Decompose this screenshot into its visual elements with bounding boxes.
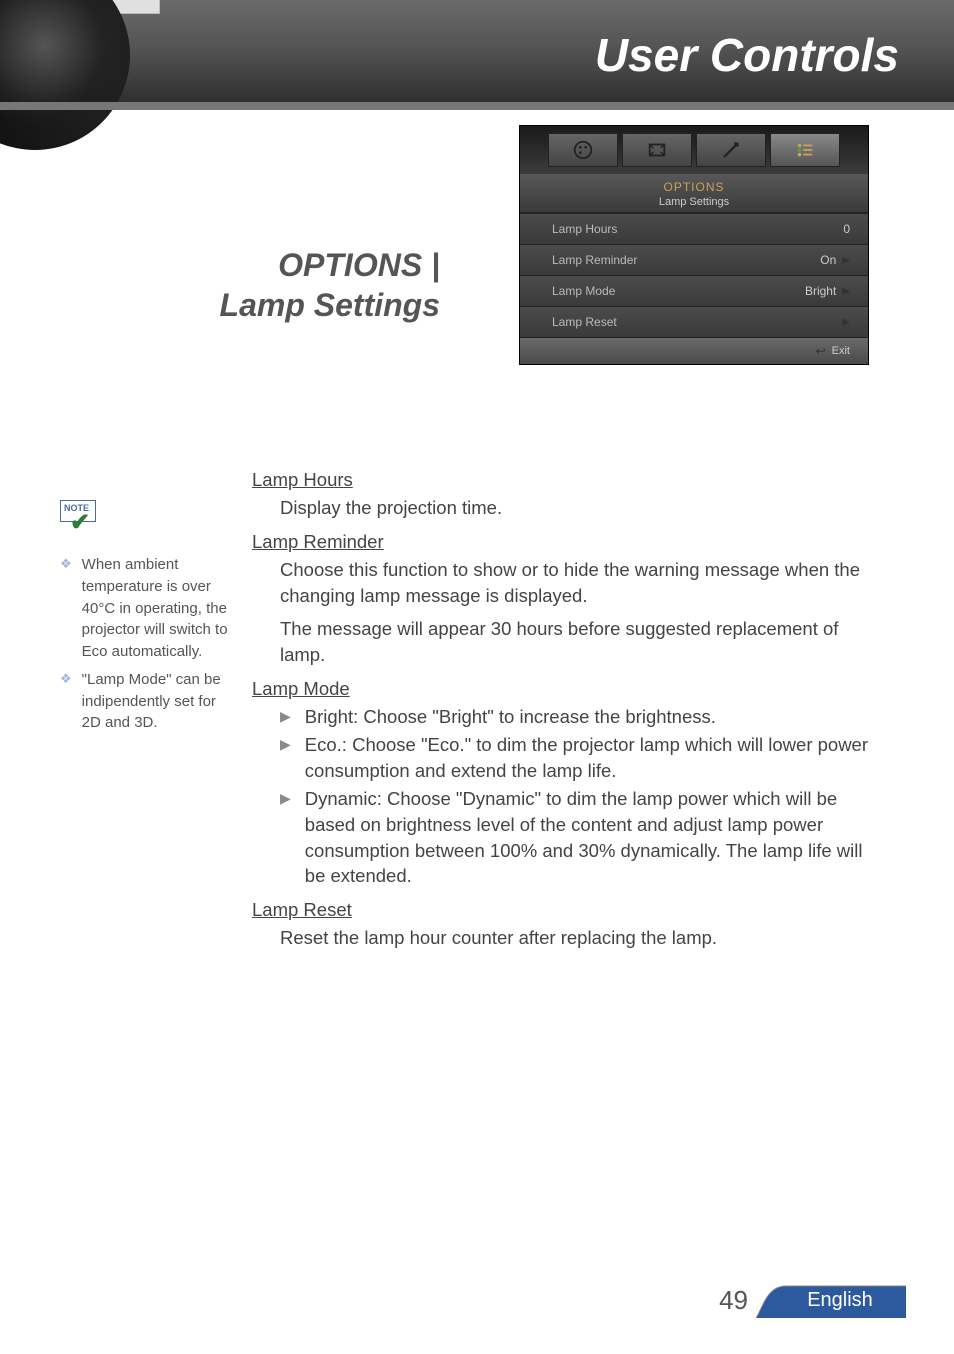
osd-tab-picture[interactable] <box>548 133 618 167</box>
note-badge: NOTE ✔ <box>60 500 100 540</box>
setting-head-lamp-mode: Lamp Mode <box>252 676 872 702</box>
language-tab: English <box>756 1282 906 1318</box>
body-content: Lamp Hours Display the projection time. … <box>252 467 872 959</box>
osd-tab-display[interactable] <box>622 133 692 167</box>
osd-item-label: Lamp Reminder <box>552 253 637 267</box>
osd-title-row: OPTIONS Lamp Settings <box>520 174 868 214</box>
osd-icon-row <box>520 126 868 174</box>
section-title-line1: OPTIONS | <box>60 245 440 285</box>
osd-title-main: OPTIONS <box>520 180 868 194</box>
setting-head-lamp-reminder: Lamp Reminder <box>252 529 872 555</box>
diamond-bullet-icon: ❖ <box>60 669 72 734</box>
tools-icon <box>720 139 742 161</box>
return-icon: ↩ <box>816 344 826 358</box>
osd-item-lamp-reminder[interactable]: Lamp Reminder On ▶ <box>520 245 868 276</box>
list-item: ▶ Dynamic: Choose "Dynamic" to dim the l… <box>280 786 872 890</box>
setting-desc: The message will appear 30 hours before … <box>280 616 872 668</box>
triangle-bullet-icon: ▶ <box>280 704 291 730</box>
section-title-line2: Lamp Settings <box>60 285 440 325</box>
page-number: 49 <box>719 1285 748 1316</box>
osd-item-label: Lamp Hours <box>552 222 617 236</box>
osd-item-lamp-mode[interactable]: Lamp Mode Bright ▶ <box>520 276 868 307</box>
osd-item-value: Bright ▶ <box>805 284 850 298</box>
osd-item-value: On ▶ <box>820 253 850 267</box>
osd-title-sub: Lamp Settings <box>520 196 868 208</box>
language-label: English <box>756 1282 906 1318</box>
screen-icon <box>646 139 668 161</box>
triangle-bullet-icon: ▶ <box>280 786 291 890</box>
osd-item-value: ▶ <box>842 317 850 328</box>
setting-desc: Choose this function to show or to hide … <box>280 557 872 609</box>
osd-tab-options[interactable] <box>770 133 840 167</box>
setting-head-lamp-reset: Lamp Reset <box>252 897 872 923</box>
note-item: ❖ "Lamp Mode" can be indipendently set f… <box>60 669 230 734</box>
check-icon: ✔ <box>70 508 90 537</box>
mode-text: Bright: Choose "Bright" to increase the … <box>305 704 716 730</box>
osd-menu: OPTIONS Lamp Settings Lamp Hours 0 Lamp … <box>520 126 868 364</box>
lamp-mode-list: ▶ Bright: Choose "Bright" to increase th… <box>280 704 872 889</box>
osd-item-value: 0 <box>843 222 850 236</box>
osd-item-lamp-hours[interactable]: Lamp Hours 0 <box>520 214 868 245</box>
mode-text: Eco.: Choose "Eco." to dim the projector… <box>305 732 872 784</box>
note-sidebar: NOTE ✔ ❖ When ambient temperature is ove… <box>60 500 230 740</box>
note-text: When ambient temperature is over 40°C in… <box>82 554 230 663</box>
section-title: OPTIONS | Lamp Settings <box>60 245 440 325</box>
setting-desc: Reset the lamp hour counter after replac… <box>280 925 872 951</box>
note-text: "Lamp Mode" can be indipendently set for… <box>82 669 230 734</box>
list-item: ▶ Bright: Choose "Bright" to increase th… <box>280 704 872 730</box>
triangle-bullet-icon: ▶ <box>280 732 291 784</box>
osd-tab-setup[interactable] <box>696 133 766 167</box>
lens-decor <box>0 0 130 150</box>
osd-item-label: Lamp Mode <box>552 284 615 298</box>
chevron-right-icon: ▶ <box>842 255 850 266</box>
diamond-bullet-icon: ❖ <box>60 554 72 663</box>
list-icon <box>794 139 816 161</box>
palette-icon <box>572 139 594 161</box>
osd-exit-row[interactable]: ↩ Exit <box>520 338 868 364</box>
osd-item-label: Lamp Reset <box>552 315 617 329</box>
setting-head-lamp-hours: Lamp Hours <box>252 467 872 493</box>
chevron-right-icon: ▶ <box>842 286 850 297</box>
header-stripe <box>0 102 954 110</box>
header-title: User Controls <box>595 28 899 82</box>
chevron-right-icon: ▶ <box>842 317 850 328</box>
header-banner: User Controls <box>0 0 954 110</box>
page-footer: 49 English <box>719 1282 906 1318</box>
setting-desc: Display the projection time. <box>280 495 872 521</box>
osd-exit-label: Exit <box>832 345 850 357</box>
osd-item-lamp-reset[interactable]: Lamp Reset ▶ <box>520 307 868 338</box>
list-item: ▶ Eco.: Choose "Eco." to dim the project… <box>280 732 872 784</box>
note-item: ❖ When ambient temperature is over 40°C … <box>60 554 230 663</box>
mode-text: Dynamic: Choose "Dynamic" to dim the lam… <box>305 786 872 890</box>
